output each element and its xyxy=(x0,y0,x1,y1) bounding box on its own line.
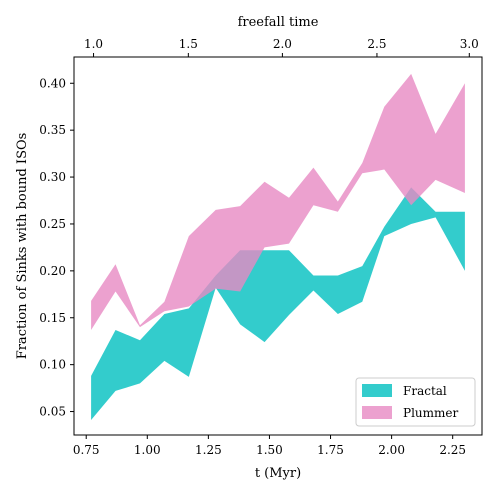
top-x-tick-label: 3.0 xyxy=(460,37,479,51)
area-layer xyxy=(91,73,465,420)
x-tick-label: 2.00 xyxy=(378,443,405,457)
top-x-tick-label: 2.5 xyxy=(367,37,386,51)
area-fractal xyxy=(91,187,465,420)
x-axis-label: t (Myr) xyxy=(255,466,301,481)
top-x-tick-label: 1.0 xyxy=(84,37,103,51)
top-x-tick-label: 1.5 xyxy=(179,37,198,51)
top-axis-label: freefall time xyxy=(238,15,319,30)
y-tick-label: 0.35 xyxy=(39,123,66,137)
y-tick-label: 0.25 xyxy=(39,217,66,231)
legend-label-fractal: Fractal xyxy=(403,384,447,398)
plot-frame xyxy=(73,56,483,436)
legend-label-plummer: Plummer xyxy=(403,406,459,420)
y-tick-label: 0.40 xyxy=(39,76,66,90)
top-x-tick-label: 2.0 xyxy=(273,37,292,51)
y-tick-label: 0.10 xyxy=(39,358,66,372)
x-tick-label: 1.00 xyxy=(134,443,161,457)
x-tick-label: 1.75 xyxy=(317,443,344,457)
x-tick-label: 1.50 xyxy=(256,443,283,457)
y-axis: 0.05 0.10 0.15 0.20 0.25 0.30 0.35 0.40 xyxy=(39,76,74,419)
x-axis: 0.75 1.00 1.25 1.50 1.75 2.00 2.25 xyxy=(73,435,466,457)
x-tick-label: 2.25 xyxy=(439,443,466,457)
legend-swatch-plummer xyxy=(362,406,392,419)
y-tick-label: 0.20 xyxy=(39,264,66,278)
y-tick-label: 0.05 xyxy=(39,405,66,419)
top-x-axis: 1.0 1.5 2.0 2.5 3.0 xyxy=(84,37,479,57)
y-tick-label: 0.30 xyxy=(39,170,66,184)
x-tick-label: 1.25 xyxy=(195,443,222,457)
legend: Fractal Plummer xyxy=(355,377,476,427)
y-axis-label: Fraction of Sinks with bound ISOs xyxy=(15,133,30,360)
y-tick-label: 0.15 xyxy=(39,311,66,325)
x-tick-label: 0.75 xyxy=(73,443,100,457)
area-plummer xyxy=(91,73,465,330)
legend-swatch-fractal xyxy=(362,384,392,397)
